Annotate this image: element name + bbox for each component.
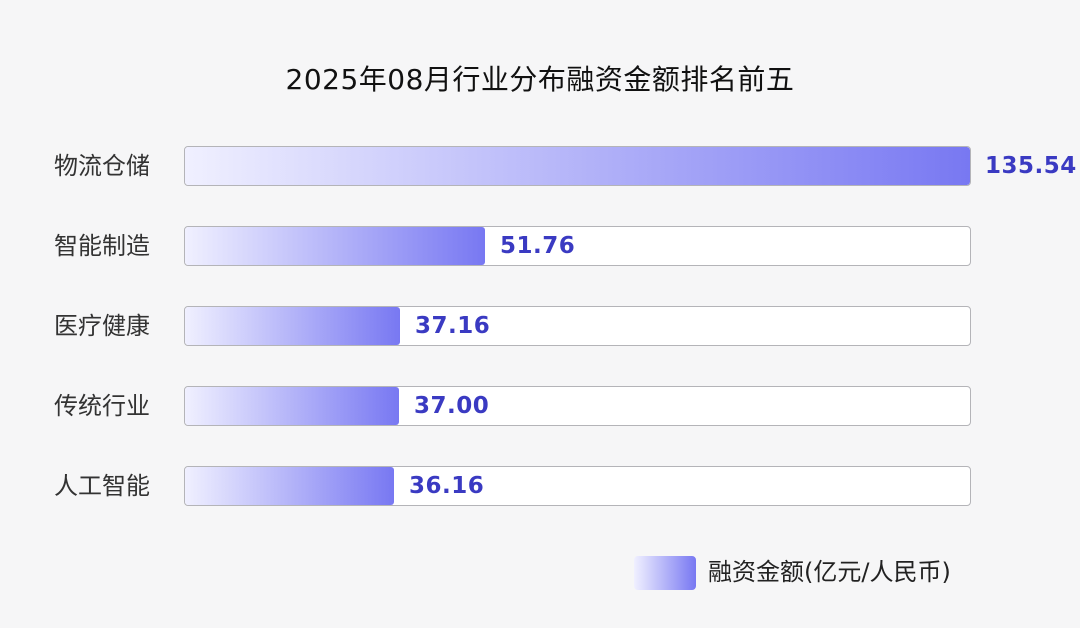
- value-label: 37.00: [414, 393, 490, 419]
- bar: [185, 387, 399, 425]
- bar: [185, 307, 400, 345]
- category-label: 传统行业: [54, 392, 150, 420]
- bar: [185, 147, 970, 185]
- bar: [185, 227, 485, 265]
- category-label: 医疗健康: [54, 312, 150, 340]
- value-label: 51.76: [500, 233, 576, 259]
- category-label: 智能制造: [54, 232, 150, 260]
- chart-title: 2025年08月行业分布融资金额排名前五: [285, 63, 795, 96]
- bar-track: [184, 466, 971, 506]
- legend-swatch: [634, 556, 696, 590]
- value-label: 36.16: [409, 473, 485, 499]
- category-label: 人工智能: [54, 472, 150, 500]
- bar-track: [184, 386, 971, 426]
- bar-track: [184, 306, 971, 346]
- bar-track: [184, 226, 971, 266]
- value-label: 135.54: [985, 153, 1077, 179]
- value-label: 37.16: [415, 313, 491, 339]
- category-label: 物流仓储: [54, 152, 150, 180]
- bar-track: [184, 146, 971, 186]
- bar: [185, 467, 394, 505]
- legend-label: 融资金额(亿元/人民币): [708, 558, 951, 586]
